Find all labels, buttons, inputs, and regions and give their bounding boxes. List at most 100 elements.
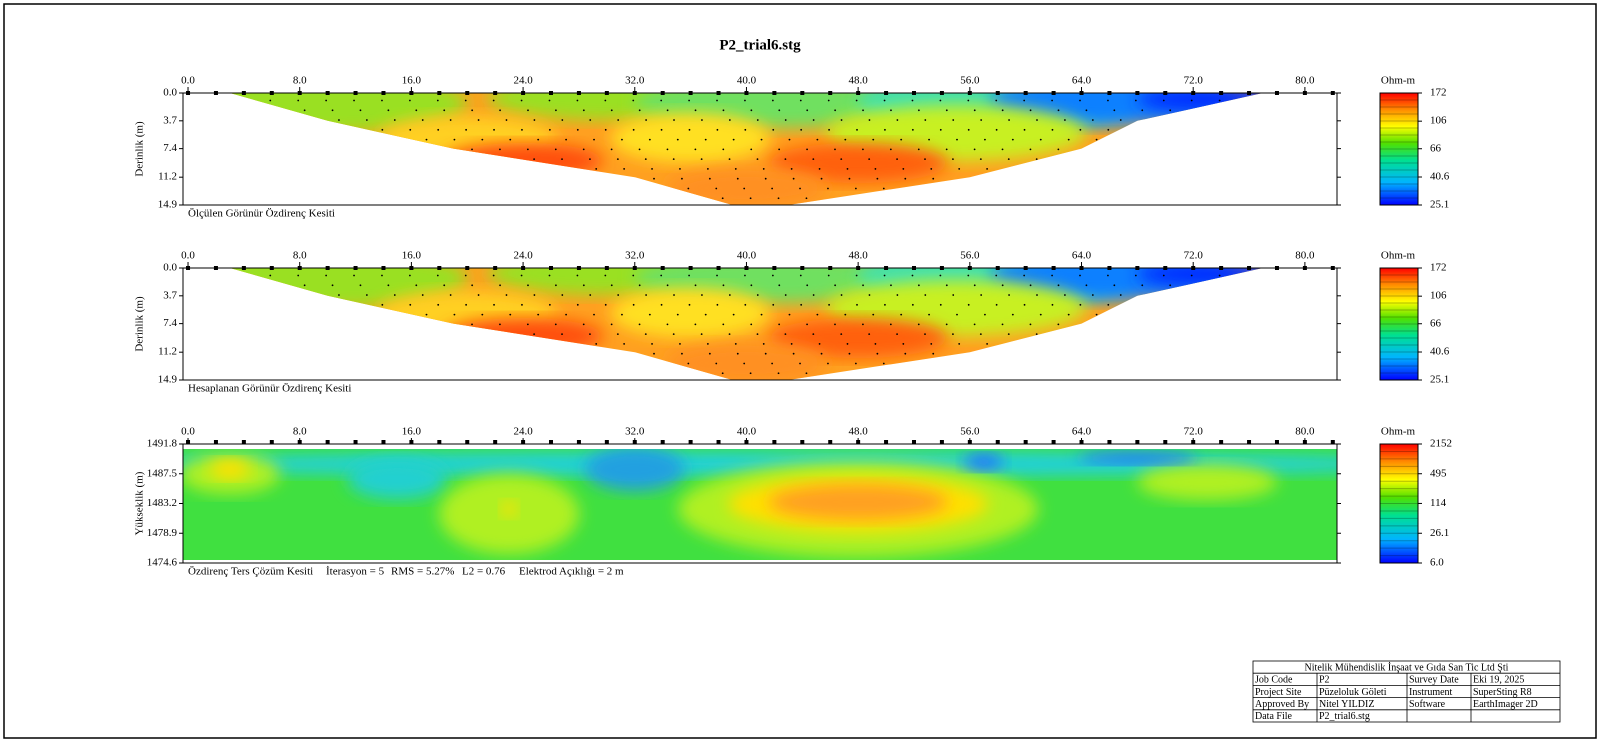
fill-blob — [666, 343, 827, 380]
data-dot — [617, 294, 620, 296]
data-dot — [533, 294, 536, 296]
data-dot — [856, 303, 858, 306]
data-dot — [548, 274, 551, 277]
fill-blob — [1077, 452, 1198, 464]
electrode — [911, 440, 916, 444]
data-dot — [701, 294, 703, 296]
colorbar-tick-label: 26.1 — [1430, 527, 1449, 539]
data-dot — [1057, 323, 1060, 326]
data-dot — [464, 274, 467, 277]
data-dot — [932, 352, 935, 355]
data-dot — [945, 109, 948, 112]
data-dot — [673, 294, 675, 296]
data-dot — [687, 362, 690, 365]
electrode — [1274, 91, 1279, 95]
electrode — [493, 91, 498, 95]
data-dot — [828, 128, 830, 131]
data-dot — [848, 352, 851, 355]
electrode — [1051, 266, 1056, 270]
data-dot — [734, 343, 737, 345]
data-dot — [868, 333, 871, 336]
data-dot — [708, 177, 711, 180]
electrode — [828, 440, 833, 444]
electrode — [800, 266, 805, 270]
data-dot — [788, 313, 791, 316]
data-dot — [721, 372, 724, 375]
electrode — [660, 440, 665, 444]
data-dot — [505, 294, 508, 296]
data-dot — [1007, 333, 1010, 336]
electrode — [688, 91, 693, 95]
x-tick-label: 56.0 — [960, 426, 980, 438]
table-cell: Project Site — [1255, 687, 1302, 698]
data-dot — [834, 148, 836, 151]
data-dot — [595, 168, 598, 170]
data-dot — [582, 284, 585, 287]
electrode — [884, 440, 889, 444]
data-dot — [645, 294, 647, 296]
data-dot — [681, 177, 683, 180]
data-dot — [939, 128, 942, 131]
data-dot — [902, 168, 905, 170]
data-dot — [771, 187, 774, 190]
data-dot — [844, 138, 847, 141]
electrode — [939, 266, 944, 270]
data-dot — [799, 362, 801, 365]
data-dot — [715, 362, 718, 365]
fill-blob — [443, 318, 604, 354]
data-dot — [827, 99, 830, 102]
x-tick-label: 8.0 — [293, 250, 307, 262]
electrode — [381, 266, 386, 270]
data-dot — [561, 294, 564, 296]
data-dot — [883, 99, 886, 102]
data-dot — [700, 333, 703, 336]
data-dot — [537, 313, 540, 316]
data-dot — [862, 148, 864, 151]
data-dot — [1095, 313, 1098, 316]
data-dot — [784, 119, 787, 121]
electrode — [576, 440, 581, 444]
colorbar-tick-label: 114 — [1430, 497, 1447, 509]
data-dot — [812, 294, 815, 296]
electrode — [1330, 266, 1335, 270]
colorbar — [1379, 92, 1419, 206]
data-dot — [722, 148, 725, 151]
data-dot — [820, 352, 823, 355]
x-tick-label: 32.0 — [625, 426, 645, 438]
data-dot — [995, 303, 998, 306]
data-dot — [653, 352, 655, 355]
data-dot — [973, 148, 976, 151]
data-dot — [862, 323, 864, 326]
data-dot — [537, 138, 540, 141]
data-dot — [805, 372, 808, 375]
data-dot — [706, 168, 709, 170]
data-dot — [771, 362, 774, 365]
data-dot — [561, 158, 563, 161]
table-cell: Instrument — [1409, 687, 1453, 698]
data-dot — [589, 158, 591, 161]
data-dot — [672, 158, 675, 161]
x-tick-label: 56.0 — [960, 250, 980, 262]
table-cell: Software — [1409, 699, 1446, 710]
data-dot — [1091, 119, 1094, 121]
data-dot — [917, 323, 920, 326]
data-dot — [900, 313, 903, 316]
electrode — [465, 266, 470, 270]
table-cell: SuperSting R8 — [1473, 687, 1532, 698]
data-dot — [1095, 138, 1098, 141]
electrode — [353, 440, 358, 444]
data-dot — [840, 119, 843, 121]
data-dot — [576, 303, 579, 306]
panel: 0.0 8.0 16.0 24.0 32.0 40.0 48.0 56.0 64.0 72.0 80… — [134, 75, 1450, 220]
data-dot — [917, 148, 920, 151]
data-dot — [876, 352, 879, 355]
data-dot — [660, 99, 663, 102]
x-tick-label: 48.0 — [849, 426, 869, 438]
data-dot — [778, 109, 781, 112]
y-tick-label: 1478.9 — [147, 527, 178, 539]
data-dot — [1001, 148, 1004, 151]
data-dot — [872, 313, 875, 316]
electrode — [576, 91, 581, 95]
data-dot — [688, 274, 691, 277]
data-dot — [621, 138, 623, 141]
